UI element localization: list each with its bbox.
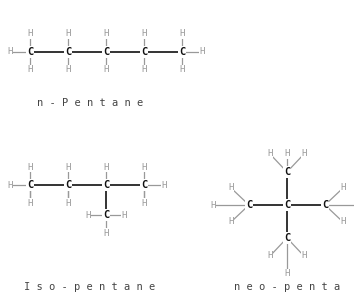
Text: H: H <box>103 30 109 39</box>
Text: C: C <box>322 200 328 210</box>
Text: H: H <box>267 251 273 260</box>
Text: C: C <box>103 210 109 220</box>
Text: H: H <box>141 65 147 74</box>
Text: H: H <box>228 217 234 227</box>
Text: C: C <box>27 180 33 190</box>
Text: H: H <box>103 65 109 74</box>
Text: H: H <box>65 30 71 39</box>
Text: H: H <box>179 65 185 74</box>
Text: H: H <box>340 217 346 227</box>
Text: C: C <box>27 47 33 57</box>
Text: H: H <box>228 184 234 193</box>
Text: H: H <box>141 30 147 39</box>
Text: H: H <box>27 65 33 74</box>
Text: C: C <box>103 180 109 190</box>
Text: C: C <box>65 180 71 190</box>
Text: H: H <box>121 210 127 219</box>
Text: H: H <box>65 65 71 74</box>
Text: H: H <box>284 269 290 278</box>
Text: H: H <box>301 150 307 158</box>
Text: H: H <box>27 162 33 172</box>
Text: H: H <box>7 181 13 190</box>
Text: H: H <box>27 30 33 39</box>
Text: H: H <box>179 30 185 39</box>
Text: H: H <box>85 210 91 219</box>
Text: H: H <box>161 181 167 190</box>
Text: H: H <box>141 162 147 172</box>
Text: C: C <box>141 180 147 190</box>
Text: H: H <box>103 228 109 237</box>
Text: H: H <box>103 162 109 172</box>
Text: H: H <box>340 184 346 193</box>
Text: H: H <box>301 251 307 260</box>
Text: H: H <box>65 162 71 172</box>
Text: C: C <box>284 167 290 177</box>
Text: C: C <box>246 200 252 210</box>
Text: C: C <box>65 47 71 57</box>
Text: C: C <box>284 200 290 210</box>
Text: H: H <box>7 48 13 57</box>
Text: C: C <box>103 47 109 57</box>
Text: H: H <box>141 199 147 208</box>
Text: n e o - p e n t a: n e o - p e n t a <box>234 282 340 292</box>
Text: H: H <box>267 150 273 158</box>
Text: C: C <box>179 47 185 57</box>
Text: C: C <box>284 233 290 243</box>
Text: H: H <box>284 150 290 158</box>
Text: H: H <box>27 199 33 208</box>
Text: H: H <box>199 48 205 57</box>
Text: H: H <box>65 199 71 208</box>
Text: H: H <box>210 201 216 210</box>
Text: C: C <box>141 47 147 57</box>
Text: I s o - p e n t a n e: I s o - p e n t a n e <box>24 282 156 292</box>
Text: n - P e n t a n e: n - P e n t a n e <box>37 98 143 108</box>
